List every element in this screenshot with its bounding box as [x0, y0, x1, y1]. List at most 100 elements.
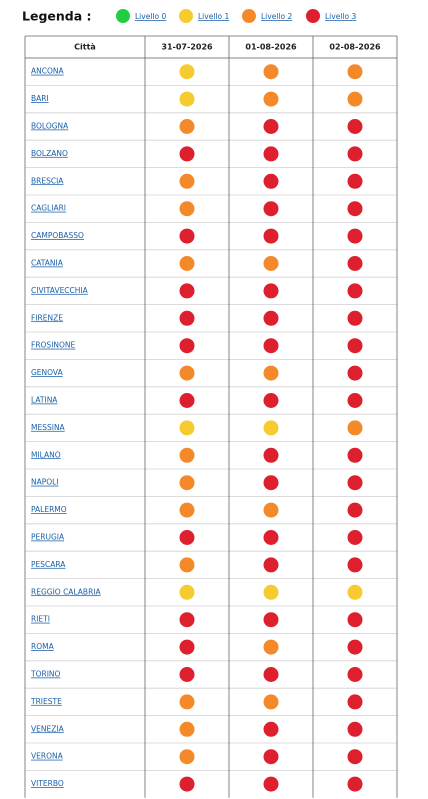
level-dot	[347, 475, 363, 491]
city-link[interactable]: PERUGIA	[31, 533, 65, 542]
level-dot	[179, 530, 195, 545]
level-dot	[263, 749, 279, 765]
column-header: 02-08-2026	[329, 43, 381, 52]
level-dot	[179, 119, 195, 134]
level-dot	[263, 64, 279, 80]
level-dot	[347, 365, 363, 381]
level-dot	[347, 119, 363, 134]
city-link[interactable]: PESCARA	[31, 560, 66, 569]
level-dot	[263, 667, 279, 682]
city-link[interactable]: LATINA	[31, 396, 58, 405]
city-link[interactable]: PALERMO	[31, 505, 67, 514]
level-dot	[263, 173, 279, 189]
city-link[interactable]: ROMA	[31, 642, 55, 651]
city-link[interactable]: BOLOGNA	[31, 122, 69, 131]
level-dot	[263, 201, 279, 217]
level-dot	[347, 420, 363, 436]
level-dot	[179, 420, 195, 436]
level-dot	[263, 338, 279, 354]
city-link[interactable]: MESSINA	[31, 423, 66, 432]
city-link[interactable]: FIRENZE	[31, 313, 63, 322]
level-dot	[179, 338, 195, 354]
city-link[interactable]: ANCONA	[31, 67, 64, 76]
level-dot	[263, 721, 279, 737]
column-header: 31-07-2026	[161, 43, 213, 52]
level-dot	[179, 667, 195, 682]
legend-label[interactable]: Livello 3	[325, 12, 356, 21]
city-link[interactable]: FROSINONE	[31, 341, 76, 350]
level-dot	[263, 393, 279, 408]
legend-label[interactable]: Livello 1	[198, 12, 229, 21]
city-link[interactable]: TORINO	[30, 670, 61, 679]
city-link[interactable]: BRESCIA	[31, 176, 64, 185]
city-link[interactable]: CATANIA	[31, 259, 64, 268]
level-dot	[179, 201, 195, 217]
level-dot	[263, 365, 279, 381]
legend-dot	[242, 9, 256, 23]
level-dot	[347, 338, 363, 354]
level-dot	[347, 146, 363, 162]
city-link[interactable]: CIVITAVECCHIA	[31, 286, 89, 295]
level-dot	[347, 310, 363, 326]
level-dot	[347, 91, 363, 107]
level-dot	[347, 584, 363, 600]
city-link[interactable]: BARI	[31, 94, 49, 103]
level-dot	[347, 721, 363, 737]
level-dot	[347, 447, 363, 463]
level-dot	[347, 64, 363, 80]
column-header: Città	[74, 43, 96, 52]
city-link[interactable]: MILANO	[31, 450, 61, 459]
level-dot	[263, 502, 279, 518]
city-link[interactable]: REGGIO CALABRIA	[31, 587, 101, 596]
level-dot	[347, 173, 363, 189]
level-dot	[347, 530, 363, 545]
legend-dot	[306, 9, 320, 23]
level-dot	[263, 530, 279, 545]
level-dot	[347, 256, 363, 271]
column-header: 01-08-2026	[245, 43, 297, 52]
level-dot	[179, 776, 195, 792]
level-dot	[347, 557, 363, 573]
level-dot	[179, 694, 195, 710]
legend-title: Legenda :	[22, 9, 92, 24]
level-dot	[179, 256, 195, 271]
level-dot	[263, 283, 279, 299]
level-dot	[347, 228, 363, 244]
city-link[interactable]: GENOVA	[31, 368, 64, 377]
level-dot	[263, 447, 279, 463]
level-dot	[179, 146, 195, 162]
level-dot	[179, 557, 195, 573]
legend-dot	[179, 9, 193, 23]
level-dot	[263, 475, 279, 491]
level-dot	[347, 694, 363, 710]
level-dot	[263, 228, 279, 244]
level-dot	[347, 776, 363, 792]
level-dot	[263, 557, 279, 573]
legend-label[interactable]: Livello 2	[261, 12, 292, 21]
level-dot	[263, 256, 279, 271]
level-dot	[347, 612, 363, 628]
level-dot	[263, 119, 279, 134]
city-link[interactable]: RIETI	[31, 615, 50, 624]
city-link[interactable]: VERONA	[31, 752, 64, 761]
level-dot	[263, 420, 279, 436]
city-link[interactable]: CAGLIARI	[31, 204, 66, 213]
city-link[interactable]: CAMPOBASSO	[31, 231, 84, 240]
level-dot	[263, 776, 279, 792]
level-dot	[263, 91, 279, 107]
level-dot	[179, 228, 195, 244]
city-link[interactable]: VENEZIA	[31, 724, 65, 733]
legend-label[interactable]: Livello 0	[135, 12, 166, 21]
level-dot	[263, 146, 279, 162]
city-link[interactable]: VITERBO	[31, 779, 64, 788]
city-link[interactable]: BOLZANO	[31, 149, 68, 158]
level-dot	[263, 612, 279, 628]
level-dot	[179, 584, 195, 600]
city-link[interactable]: TRIESTE	[30, 697, 62, 706]
level-dot	[179, 502, 195, 518]
level-dot	[179, 64, 195, 80]
city-link[interactable]: NAPOLI	[31, 478, 59, 487]
level-dot	[347, 667, 363, 682]
